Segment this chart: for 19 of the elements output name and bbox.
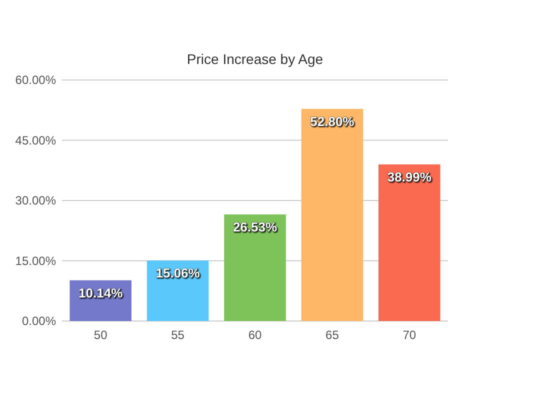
- y-tick-label: 0.00%: [22, 314, 56, 328]
- data-label: 26.53%: [232, 219, 278, 234]
- data-label: 52.80%: [310, 114, 355, 129]
- bar: [224, 214, 286, 321]
- x-tick-label: 65: [326, 328, 340, 342]
- y-tick-label: 60.00%: [15, 73, 56, 87]
- x-tick-label: 60: [248, 328, 262, 342]
- bar: [378, 164, 440, 321]
- chart-title: Price Increase by Age: [186, 51, 324, 67]
- bar: [301, 108, 364, 321]
- data-label: 15.06%: [156, 266, 200, 281]
- y-tick-label: 45.00%: [15, 133, 56, 148]
- x-tick-label: 55: [171, 328, 185, 342]
- y-tick-label: 30.00%: [15, 194, 56, 208]
- data-label: 10.14%: [78, 285, 124, 300]
- data-label: 38.99%: [387, 169, 432, 184]
- x-tick-label: 70: [402, 328, 416, 342]
- y-tick-label: 15.00%: [15, 254, 56, 268]
- x-tick-label: 50: [94, 328, 108, 342]
